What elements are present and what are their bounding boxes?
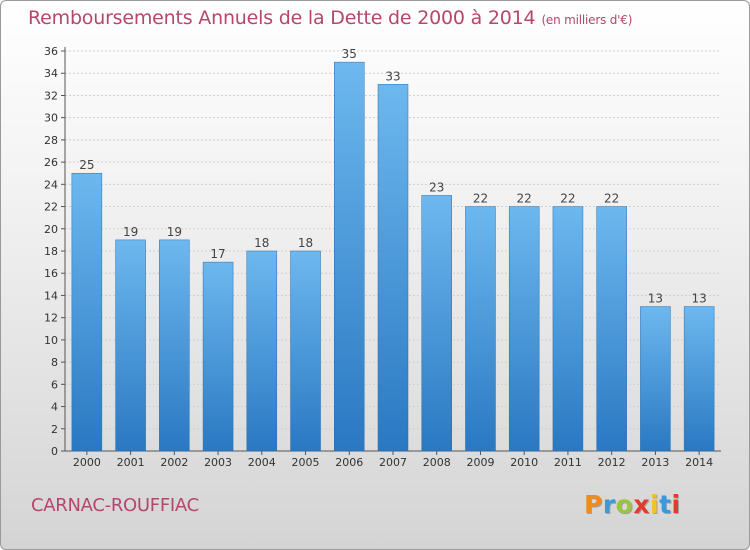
x-tick-label: 2002 bbox=[160, 456, 188, 469]
y-tick-label: 10 bbox=[44, 334, 58, 347]
bar-value-label: 13 bbox=[648, 292, 663, 306]
y-tick-label: 36 bbox=[44, 45, 58, 58]
x-tick-label: 2005 bbox=[292, 456, 320, 469]
x-tick-label: 2004 bbox=[248, 456, 276, 469]
logo-letter: P bbox=[584, 490, 603, 519]
proxiti-logo: Proxiti bbox=[584, 490, 681, 519]
x-tick-label: 2012 bbox=[598, 456, 626, 469]
bar-value-label: 19 bbox=[167, 225, 182, 239]
logo-letter: i bbox=[671, 490, 681, 519]
bar bbox=[159, 239, 190, 452]
labels: 0246810121416182022242628303234362520001… bbox=[44, 45, 713, 469]
x-tick-label: 2000 bbox=[73, 456, 101, 469]
x-tick-label: 2001 bbox=[117, 456, 145, 469]
bar-value-label: 22 bbox=[473, 192, 488, 206]
y-tick-label: 4 bbox=[51, 401, 58, 414]
bar bbox=[552, 206, 584, 452]
y-tick-label: 16 bbox=[44, 267, 58, 280]
y-tick-label: 14 bbox=[44, 289, 58, 302]
y-tick-label: 20 bbox=[44, 223, 58, 236]
y-tick-label: 30 bbox=[44, 112, 58, 125]
chart-title: Remboursements Annuels de la Dette de 20… bbox=[28, 7, 632, 29]
logo-letter: r bbox=[602, 490, 616, 519]
x-tick-label: 2008 bbox=[423, 456, 451, 469]
x-tick-label: 2003 bbox=[204, 456, 232, 469]
y-tick-label: 26 bbox=[44, 156, 58, 169]
x-tick-label: 2006 bbox=[335, 456, 363, 469]
bar-value-label: 19 bbox=[123, 225, 138, 239]
bars bbox=[71, 61, 715, 452]
x-tick-label: 2010 bbox=[510, 456, 538, 469]
y-tick-label: 2 bbox=[51, 423, 58, 436]
y-tick-label: 28 bbox=[44, 134, 58, 147]
x-tick-label: 2013 bbox=[641, 456, 669, 469]
bar bbox=[421, 195, 452, 452]
bar bbox=[71, 172, 103, 452]
bar-value-label: 18 bbox=[298, 236, 313, 250]
x-tick-label: 2009 bbox=[466, 456, 494, 469]
logo-letter: x bbox=[633, 490, 650, 519]
logo-letter: i bbox=[650, 490, 660, 519]
y-tick-label: 12 bbox=[44, 312, 58, 325]
y-tick-label: 22 bbox=[44, 201, 58, 214]
bar-value-label: 18 bbox=[254, 236, 269, 250]
x-tick-label: 2014 bbox=[685, 456, 713, 469]
bar-value-label: 22 bbox=[604, 192, 619, 206]
y-tick-label: 24 bbox=[44, 178, 58, 191]
y-tick-label: 32 bbox=[44, 89, 58, 102]
bar bbox=[290, 250, 321, 452]
chart-title-text: Remboursements Annuels de la Dette de 20… bbox=[28, 7, 536, 29]
y-tick-label: 0 bbox=[51, 445, 58, 458]
y-tick-label: 6 bbox=[51, 378, 58, 391]
y-tick-label: 34 bbox=[44, 67, 58, 80]
bar bbox=[465, 206, 496, 452]
logo-letter: t bbox=[659, 490, 672, 519]
place-name: CARNAC-ROUFFIAC bbox=[31, 495, 199, 516]
bar bbox=[202, 261, 234, 452]
x-tick-label: 2007 bbox=[379, 456, 407, 469]
bar bbox=[596, 206, 627, 452]
bar-value-label: 22 bbox=[517, 192, 532, 206]
bar-value-label: 22 bbox=[560, 192, 575, 206]
bar-value-label: 23 bbox=[429, 180, 444, 194]
bar-value-label: 17 bbox=[210, 247, 225, 261]
bar bbox=[377, 84, 409, 452]
bar bbox=[640, 306, 671, 452]
bar bbox=[246, 250, 278, 452]
bar-value-label: 33 bbox=[385, 69, 400, 83]
bar bbox=[334, 61, 365, 452]
x-tick-label: 2011 bbox=[554, 456, 582, 469]
bar-value-label: 25 bbox=[79, 158, 94, 172]
bar bbox=[508, 206, 540, 452]
y-tick-label: 18 bbox=[44, 245, 58, 258]
bar-value-label: 13 bbox=[691, 292, 706, 306]
y-tick-label: 8 bbox=[51, 356, 58, 369]
chart-subtitle: (en milliers d'€) bbox=[541, 13, 633, 27]
bar bbox=[683, 306, 715, 452]
bar-value-label: 35 bbox=[342, 47, 357, 61]
bar bbox=[115, 239, 146, 452]
logo-letter: o bbox=[615, 490, 634, 519]
